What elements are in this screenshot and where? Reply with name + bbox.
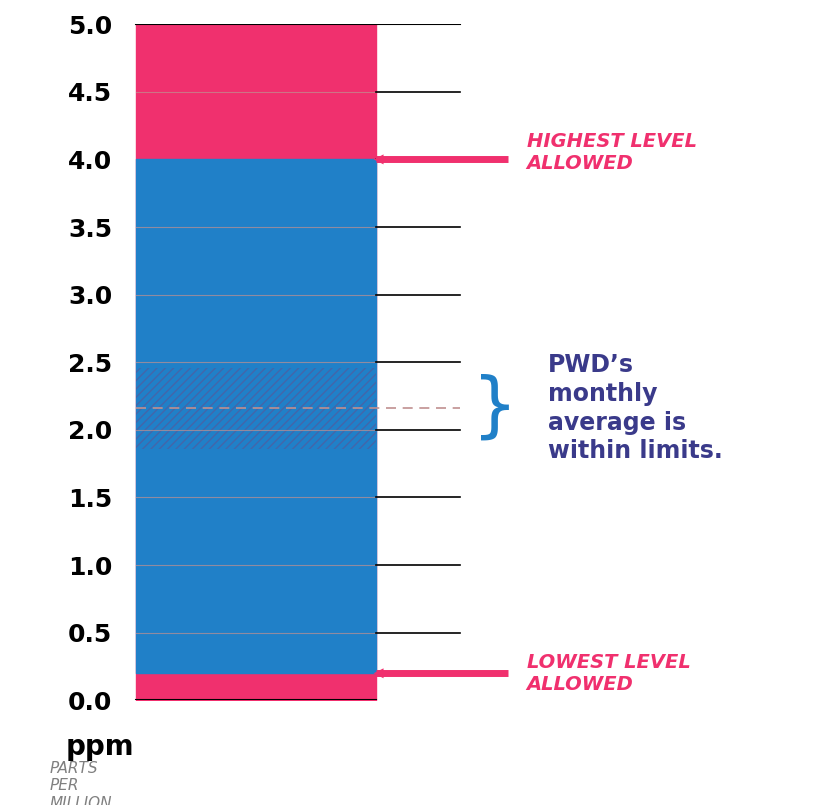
- Text: PWD’s
monthly
average is
within limits.: PWD’s monthly average is within limits.: [548, 353, 723, 464]
- Text: }: }: [471, 374, 517, 443]
- Text: ppm: ppm: [66, 733, 134, 761]
- Text: LOWEST LEVEL
ALLOWED: LOWEST LEVEL ALLOWED: [527, 653, 691, 694]
- Text: PARTS
PER
MILLION: PARTS PER MILLION: [49, 761, 112, 805]
- Text: HIGHEST LEVEL
ALLOWED: HIGHEST LEVEL ALLOWED: [527, 132, 697, 173]
- Bar: [136, 368, 376, 449]
